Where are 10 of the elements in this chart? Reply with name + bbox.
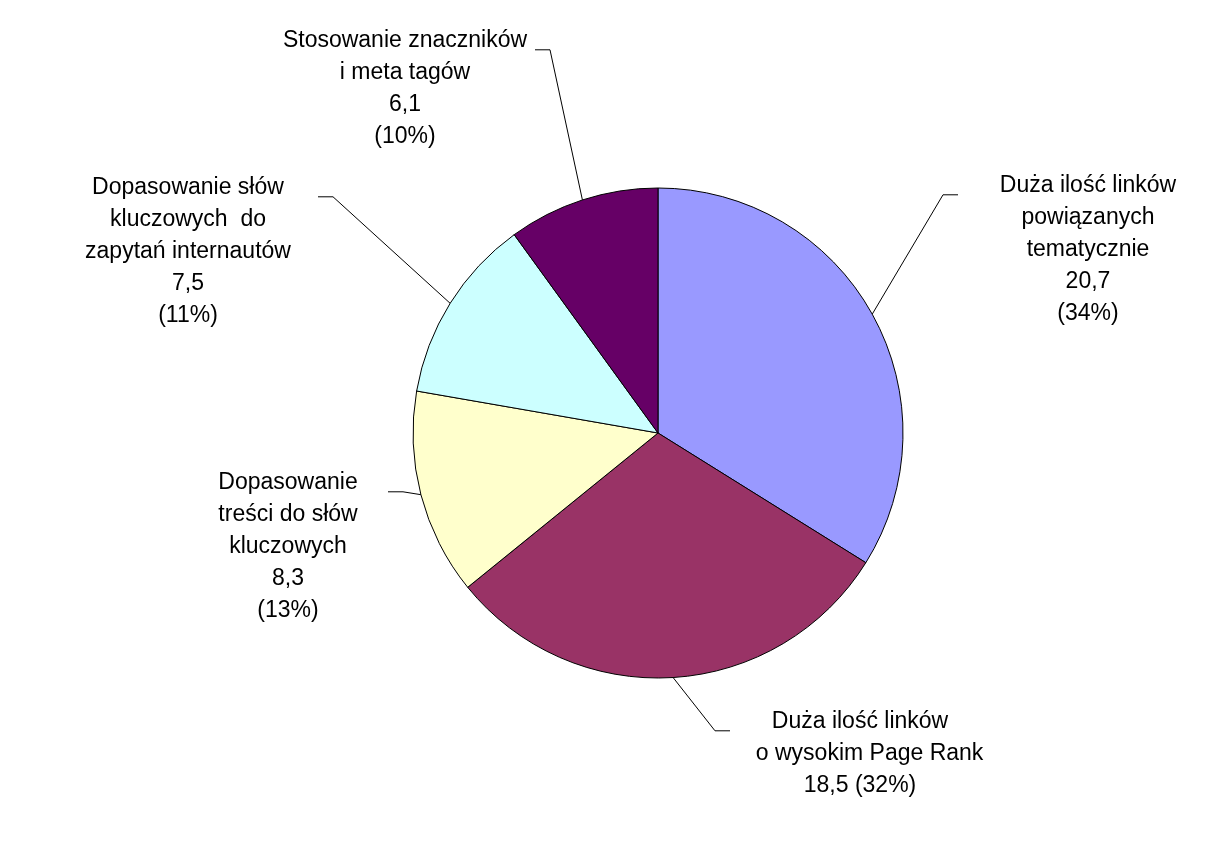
legend-label: Dopasowanie treści do słów kluczowych [218, 467, 359, 558]
data-label: 6,1 (10%) [374, 89, 436, 148]
data-label: 7,5 (11%) [158, 268, 218, 327]
slice-label: Dopasowanie słów kluczowych do zapytań internautów [85, 172, 292, 263]
data-label: 18,5 (32%) [803, 770, 917, 797]
slice-label: Duża ilość linków o wysokim Page Rank [736, 706, 984, 765]
slice-label: Duża ilość linków powiązanych tematycznie [999, 170, 1177, 261]
slice-label: Stosowanie znaczników i meta tagów [282, 25, 528, 84]
data-label: 8,3 (13%) [257, 563, 319, 622]
data-label: 20,7 (34%) [1057, 266, 1119, 325]
